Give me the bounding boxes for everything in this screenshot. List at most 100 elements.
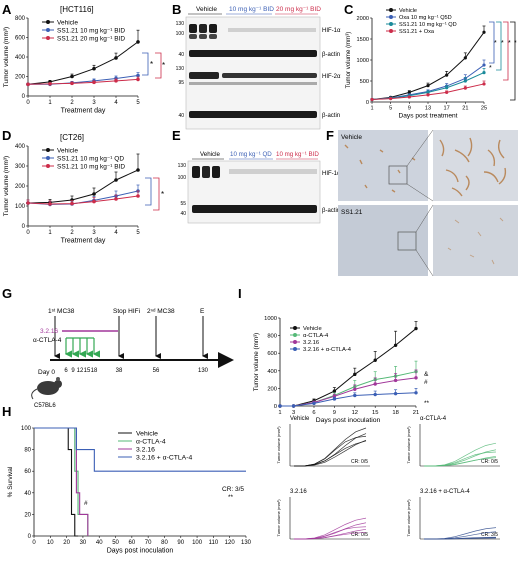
sig-bracket-c-1 xyxy=(496,21,502,71)
zoom-line-ss121-bottom xyxy=(415,249,434,277)
timeline-end-label: E xyxy=(200,308,205,315)
data-point xyxy=(414,376,418,380)
legend-d-label-2: SS1.21 10 mg kg⁻¹ BID xyxy=(57,164,125,171)
x-tick-label: 0 xyxy=(26,230,30,236)
blot-e-band xyxy=(192,166,200,178)
y-tick-label: 200 xyxy=(267,386,277,392)
sig-mark-a-1: * xyxy=(162,61,165,70)
x-tick-label: 1 xyxy=(370,106,373,112)
panel-letter-i: I xyxy=(238,286,242,301)
y-tick-label: 0 xyxy=(22,94,26,100)
timeline-day0: Day 0 xyxy=(38,369,55,376)
x-tick-label: 1 xyxy=(48,100,52,106)
y-axis-label: % Survival xyxy=(7,466,14,497)
blot-e-group-bid: 10 mg kg⁻¹ BID xyxy=(276,151,319,158)
x-tick-label: 18 xyxy=(392,410,398,416)
blot-e-group-qd: 10 mg kg⁻¹ QD xyxy=(230,151,272,158)
data-point xyxy=(114,197,118,201)
series-line-2 xyxy=(27,195,139,205)
data-point xyxy=(70,201,74,206)
panel-letter-c: C xyxy=(344,2,354,17)
x-tick-label: 21 xyxy=(413,410,419,416)
histology-label-vehicle: Vehicle xyxy=(341,134,362,141)
western-blot-b: Vehicle 10 mg kg⁻¹ BID 20 mg kg⁻¹ BID HI… xyxy=(176,6,341,130)
sig-mark-c-1: * xyxy=(501,40,504,47)
zoom-line-ss121-top xyxy=(415,204,434,233)
histology-f: Vehicle SS1.21 xyxy=(338,129,518,277)
sig-mark-c-2: * xyxy=(508,40,511,47)
y-tick-label: 400 xyxy=(267,369,277,375)
data-point xyxy=(407,95,411,99)
x-tick-label: 20 xyxy=(63,540,70,546)
legend-h: Vehicle α-CTLA-4 3.2.16 3.2.16 + α-CTLA-… xyxy=(118,431,192,462)
legend-h-label-2: 3.2.16 xyxy=(136,447,155,454)
chart-d: 0 100 200 300 400 0 1 2 3 4 5 Treatment day Tumor vo… xyxy=(3,144,140,244)
panel-letter-g: G xyxy=(2,286,12,301)
small-multiples: Vehicle Tumor volume (mm³) CR: 0/5 α-CTLA-4… xyxy=(276,416,500,540)
data-point xyxy=(26,201,30,205)
blot-b-band xyxy=(189,34,197,39)
legend-i-marker-0 xyxy=(293,326,297,330)
x-tick-label: 25 xyxy=(481,106,487,112)
vessel-paths-ss121 xyxy=(447,217,504,265)
x-tick-label: 1 xyxy=(278,410,281,416)
blot-b-label-hif1a: HIF-1α xyxy=(322,28,341,34)
data-point xyxy=(482,82,486,86)
x-axis-label: Days post treatment xyxy=(398,112,457,119)
timeline-tick: 56 xyxy=(153,368,160,374)
data-point xyxy=(312,401,316,406)
data-point xyxy=(70,74,74,79)
timeline-tick: 130 xyxy=(198,368,209,374)
blot-b-band xyxy=(209,34,217,39)
data-point xyxy=(92,199,96,204)
timeline-antibody-label: α-CTLA-4 xyxy=(33,337,62,344)
x-axis-label: Days post inoculation xyxy=(107,547,174,554)
blot-b-actin-2 xyxy=(189,111,317,118)
small-title-3: 3.2.16 + α-CTLA-4 xyxy=(420,489,470,495)
x-tick-label: 70 xyxy=(145,540,152,546)
data-point xyxy=(426,93,430,97)
y-tick-label: 400 xyxy=(15,144,26,150)
timeline-tick: 18 xyxy=(91,368,98,374)
zoom-line-vehicle-bottom xyxy=(406,183,434,202)
sig-bracket-a-red xyxy=(155,52,162,79)
data-point xyxy=(114,178,118,182)
x-tick-label: 4 xyxy=(114,100,118,106)
small-cr-2: CR: 0/5 xyxy=(351,532,368,538)
x-tick-label: 120 xyxy=(225,540,236,546)
panel-letter-b: B xyxy=(172,2,181,17)
blot-b-hif2-lower xyxy=(189,82,317,85)
series-line-1 xyxy=(34,427,89,536)
legend-d-marker-0 xyxy=(46,148,50,152)
legend-i-marker-2 xyxy=(293,340,297,344)
blot-b-label-hif2a: HIF-2α xyxy=(322,74,341,80)
blot-b-group-20mg: 20 mg kg⁻¹ BID xyxy=(276,6,321,13)
blot-b-group-10mg: 10 mg kg⁻¹ BID xyxy=(229,6,274,13)
panel-d-title: [CT26] xyxy=(60,133,84,142)
data-point xyxy=(136,77,140,82)
blot-e-marker: 55 xyxy=(180,201,186,207)
y-tick-label: 500 xyxy=(360,79,369,85)
legend-a: Vehicle SS1.21 10 mg kg⁻¹ BID SS1.21 20 … xyxy=(42,20,125,43)
legend-i-marker-1 xyxy=(293,333,297,337)
small-y-label: Tumor volume (mm³) xyxy=(276,426,281,464)
x-tick-label: 9 xyxy=(408,106,411,112)
x-tick-label: 3 xyxy=(92,230,96,236)
data-point xyxy=(373,382,377,386)
data-point xyxy=(92,192,96,196)
series-line-0 xyxy=(371,31,485,100)
y-tick-label: 800 xyxy=(15,16,26,22)
data-point xyxy=(463,56,467,60)
series-line-2 xyxy=(27,78,139,85)
histology-vehicle-overview xyxy=(338,130,428,201)
timeline-tick: 9 xyxy=(71,368,75,374)
chart-c: 0 500 1000 1500 2000 1 5 9 13 17 21 25 Days post tre… xyxy=(345,16,487,119)
chart-i: 0 200 400 600 800 1000 1 3 6 9 12 15 18 21 Days post i… xyxy=(253,316,419,424)
sig-brackets-d: * xyxy=(145,177,164,211)
x-axis-label: Days post inoculation xyxy=(316,417,381,424)
small-y-label: Tumor volume (mm³) xyxy=(276,499,281,537)
data-point xyxy=(136,194,140,198)
blot-e-label-actin: β-actin xyxy=(322,208,340,214)
blot-b-hif2-strong xyxy=(189,72,219,79)
y-tick-label: 0 xyxy=(366,100,369,106)
